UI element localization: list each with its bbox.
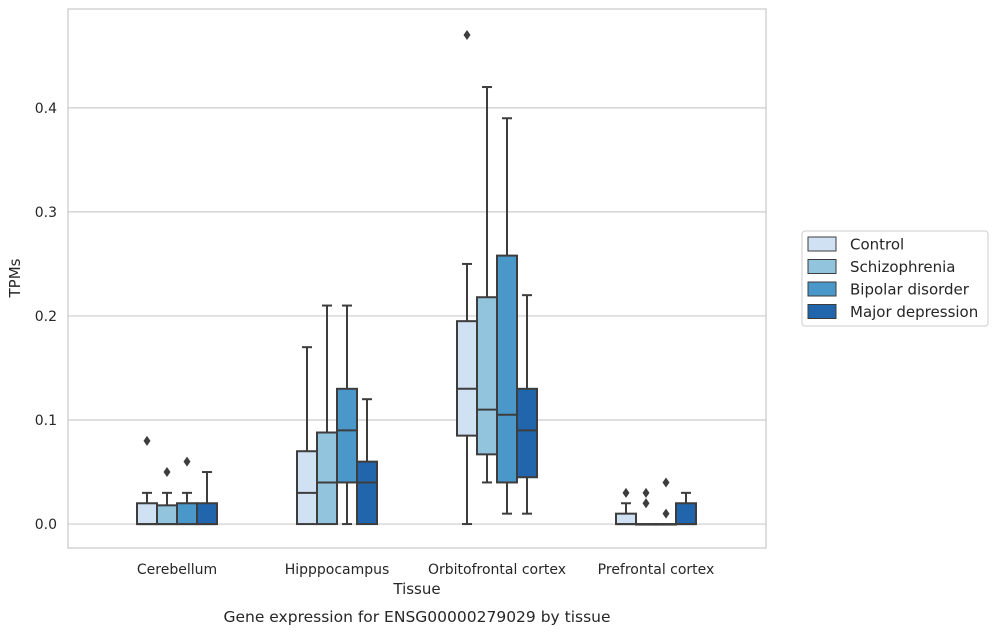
box-body [176,502,198,526]
legend-frame [801,230,989,327]
box-2-2 [496,117,518,515]
legend-swatch [807,304,837,319]
box-1-0 [156,467,178,526]
y-tick-label: 0.4 [35,101,57,117]
box-3-3 [675,491,697,526]
box-body [296,450,318,526]
y-axis-label: TPMs [6,258,24,298]
box-body [496,254,518,484]
box-0-0 [136,435,158,526]
x-tick-label: Orbitofrontal cortex [428,562,566,578]
box-body [615,512,637,526]
outlier-point [642,498,650,509]
chart-caption: Gene expression for ENSG00000279029 by t… [223,608,610,626]
legend-label: Schizophrenia [850,258,955,276]
box-body [476,296,498,456]
outlier-point [642,487,650,498]
x-axis-label: Tissue [392,580,440,598]
outlier-point [622,487,630,498]
y-tick-label: 0.2 [35,309,57,325]
box-body [136,502,158,526]
x-tick-label: Cerebellum [137,562,217,578]
box-body [516,387,538,479]
box-2-3 [655,477,677,526]
outlier-point [143,435,151,446]
box-body [156,504,178,526]
y-tick-label: 0.0 [35,517,57,533]
legend-label: Control [850,236,904,254]
box-body [316,431,338,526]
y-tick-label: 0.1 [35,413,57,429]
box-0-2 [456,30,478,526]
box-3-2 [516,294,538,515]
box-2-1 [336,304,358,526]
outlier-point [662,477,670,488]
plot-area-frame [67,8,767,549]
gridlines [68,107,766,525]
box-body [196,502,218,526]
legend: Control Schizophrenia Bipolar disorder Majo… [801,230,989,327]
box-3-1 [356,398,378,526]
box-body [675,502,697,526]
box-3-0 [196,471,218,526]
box-series [136,30,697,526]
box-1-2 [476,86,498,484]
box-body [356,460,378,526]
outlier-point [163,467,171,478]
box-0-1 [296,346,318,526]
x-tick-label: Hipppocampus [285,562,390,578]
box-2-0 [176,456,198,526]
legend-label: Major depression [850,303,978,321]
legend-swatch [807,236,837,252]
box-body [336,387,358,484]
outlier-point [662,508,670,519]
legend-swatch [807,259,837,274]
x-axis-ticks: Cerebellum Hipppocampus Orbitofrontal cort… [137,562,714,578]
outlier-point [183,456,191,467]
legend-swatch [807,281,837,297]
box-1-3 [635,487,657,526]
box-body [456,320,478,437]
y-axis-ticks: 0.0 0.1 0.2 0.3 0.4 [35,101,57,533]
x-tick-label: Prefrontal cortex [598,562,715,578]
outlier-point [463,30,471,41]
legend-label: Bipolar disorder [850,281,970,299]
y-tick-label: 0.3 [35,205,57,221]
box-1-1 [316,304,338,526]
box-0-3 [615,487,637,526]
